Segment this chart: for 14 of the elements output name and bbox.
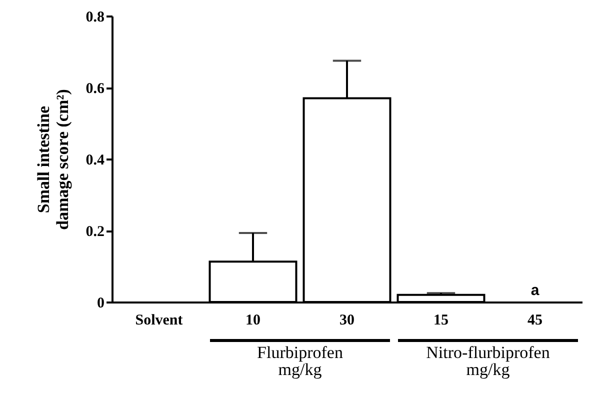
y-tick-label: 0.4	[86, 152, 105, 168]
x-tick-label: 15	[434, 312, 448, 328]
x-tick-label: Solvent	[135, 312, 183, 328]
x-tick-label: 45	[528, 312, 542, 328]
y-tick-label: 0	[97, 296, 104, 312]
text: Nitro-flurbiprofen mg/kg	[425, 343, 551, 379]
text: Flurbiprofen mg/kg	[256, 343, 344, 379]
x-tick-label: 10	[246, 312, 260, 328]
y-tick-label: 0.8	[86, 10, 104, 26]
annotation: a	[530, 282, 540, 299]
y-tick-label: 0.2	[86, 224, 104, 240]
y-axis-title: Small intestine damage score (cm²)	[34, 89, 72, 230]
y-tick-label: 0.6	[86, 81, 105, 97]
x-tick-label: 30	[340, 312, 354, 328]
